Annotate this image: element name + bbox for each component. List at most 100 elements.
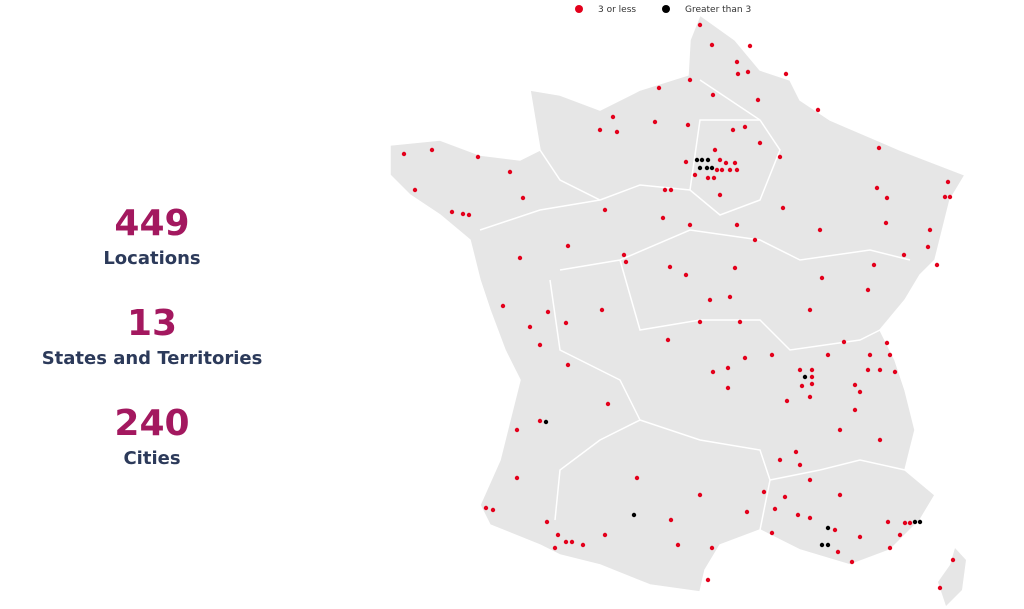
location-dot [934, 262, 940, 268]
location-dot [797, 462, 803, 468]
location-dot [807, 515, 813, 521]
location-dot [552, 545, 558, 551]
location-dot [747, 43, 753, 49]
location-dot [797, 367, 803, 373]
location-dot [815, 107, 821, 113]
location-dot [697, 492, 703, 498]
location-dot [692, 172, 698, 178]
location-dot [874, 185, 880, 191]
location-dot [857, 534, 863, 540]
legend-label: Greater than 3 [685, 5, 751, 15]
location-dot [742, 355, 748, 361]
location-dot [732, 265, 738, 271]
location-dot [662, 187, 668, 193]
region-borders [479, 79, 911, 531]
location-dot [734, 167, 740, 173]
location-dot [793, 449, 799, 455]
location-dot [945, 179, 951, 185]
location-dot [937, 585, 943, 591]
location-dot [735, 71, 741, 77]
location-dot [742, 124, 748, 130]
location-dot [711, 175, 717, 181]
location-dot [947, 194, 953, 200]
location-dot [565, 243, 571, 249]
location-dot [772, 506, 778, 512]
location-dot [877, 437, 883, 443]
location-dot [877, 367, 883, 373]
location-dot [527, 324, 533, 330]
location-dot [865, 287, 871, 293]
location-dot [717, 192, 723, 198]
location-dot [683, 272, 689, 278]
location-dot [897, 532, 903, 538]
location-dot [777, 154, 783, 160]
location-dot [807, 307, 813, 313]
location-dot [819, 542, 825, 548]
location-dot [668, 517, 674, 523]
location-dot [734, 59, 740, 65]
location-dot [710, 92, 716, 98]
location-dot [734, 222, 740, 228]
location-dot [883, 220, 889, 226]
location-dot [705, 577, 711, 583]
location-dot [832, 527, 838, 533]
location-dot [825, 525, 831, 531]
location-dots [401, 22, 956, 591]
location-dot [841, 339, 847, 345]
location-dot [727, 294, 733, 300]
location-dot [569, 539, 575, 545]
location-dot [912, 519, 918, 525]
location-dot [769, 352, 775, 358]
location-dot [857, 389, 863, 395]
location-dot [697, 319, 703, 325]
france-mainland [389, 13, 967, 593]
location-dot [697, 22, 703, 28]
stat-label: Locations [103, 248, 200, 269]
location-dot [777, 457, 783, 463]
location-dot [429, 147, 435, 153]
location-dot [752, 237, 758, 243]
location-dot [623, 259, 629, 265]
location-dot [514, 475, 520, 481]
location-dot [887, 352, 893, 358]
location-dot [852, 407, 858, 413]
location-dot [545, 309, 551, 315]
location-dot [712, 147, 718, 153]
location-dot [745, 69, 751, 75]
stat-label: Cities [123, 448, 180, 469]
location-dot [887, 545, 893, 551]
location-dot [704, 165, 710, 171]
location-dot [580, 542, 586, 548]
location-dot [699, 157, 705, 163]
location-dot [884, 195, 890, 201]
location-dot [950, 557, 956, 563]
location-dot [902, 520, 908, 526]
location-dot [727, 167, 733, 173]
location-dot [783, 71, 789, 77]
location-dot [809, 374, 815, 380]
location-dot [597, 127, 603, 133]
location-dot [837, 492, 843, 498]
location-dot [543, 419, 549, 425]
location-dot [809, 381, 815, 387]
location-dot [784, 398, 790, 404]
location-dot [517, 255, 523, 261]
location-dot [757, 140, 763, 146]
location-dot [563, 320, 569, 326]
location-dot [602, 532, 608, 538]
location-dot [697, 165, 703, 171]
location-dot [520, 195, 526, 201]
location-dot [466, 212, 472, 218]
location-dot [656, 85, 662, 91]
location-dot [867, 352, 873, 358]
location-dot [884, 340, 890, 346]
location-dot [744, 509, 750, 515]
location-dot [412, 187, 418, 193]
location-dot [707, 297, 713, 303]
location-dot [802, 374, 808, 380]
location-dot [780, 205, 786, 211]
location-dot [490, 507, 496, 513]
location-dot [782, 494, 788, 500]
location-dot [705, 175, 711, 181]
